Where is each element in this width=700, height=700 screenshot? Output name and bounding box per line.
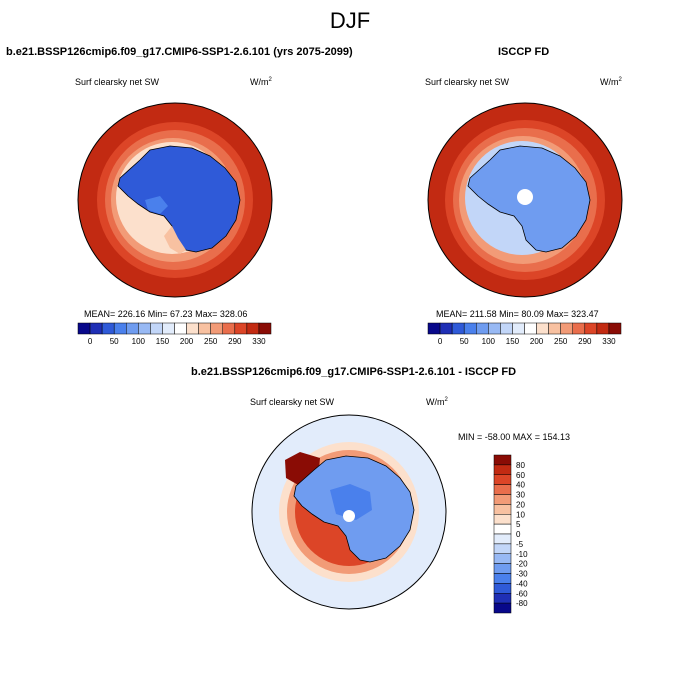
model-colorbar-tick-label: 200 — [180, 337, 194, 346]
diff-colorbar-swatch — [493, 454, 512, 466]
model-colorbar-swatch — [113, 322, 127, 335]
model-colorbar-swatch — [138, 322, 151, 335]
model-colorbar-swatch — [186, 322, 199, 335]
diff-colorbar-tick-label: 20 — [516, 500, 525, 509]
model-colorbar-swatch — [198, 322, 211, 335]
diff-colorbar-tick-label: 80 — [516, 461, 525, 470]
diff-polar-map — [251, 414, 447, 610]
obs-colorbar-tick-label: 200 — [530, 337, 544, 346]
model-colorbar-swatch — [150, 322, 163, 335]
obs-colorbar-tick-label: 290 — [578, 337, 592, 346]
model-colorbar: 0 50 100 150 200 250 290 330 — [77, 322, 272, 346]
model-colorbar-tick-label: 330 — [252, 337, 266, 346]
model-colorbar-swatch — [101, 322, 115, 335]
model-colorbar-swatch — [77, 322, 91, 335]
obs-colorbar-swatch — [572, 322, 586, 335]
diff-colorbar-swatch — [493, 523, 512, 535]
diff-colorbar-tick-label: 30 — [516, 491, 525, 500]
diff-colorbar-tick-label: 10 — [516, 510, 525, 519]
obs-colorbar-swatch — [476, 322, 489, 335]
obs-colorbar-swatch — [463, 322, 477, 335]
obs-colorbar-swatch — [512, 322, 525, 335]
diff-colorbar-swatch — [493, 504, 512, 515]
model-colorbar-swatch — [174, 322, 187, 335]
diff-colorbar-swatch — [493, 573, 512, 584]
diff-colorbar-swatch — [493, 484, 512, 495]
obs-colorbar: 0 50 100 150 200 250 290 330 — [427, 322, 622, 346]
diff-colorbar-swatch — [493, 583, 512, 594]
obs-colorbar-swatch — [560, 322, 573, 335]
obs-colorbar-swatch — [427, 322, 441, 335]
diff-panel-title: b.e21.BSSP126cmip6.f09_g17.CMIP6-SSP1-2.… — [191, 366, 517, 378]
obs-colorbar-tick-label: 330 — [602, 337, 616, 346]
diff-colorbar-tick-label: -30 — [516, 570, 528, 579]
obs-colorbar-swatch — [500, 322, 513, 335]
diff-colorbar-swatch — [493, 593, 512, 604]
diff-colorbar-swatch — [493, 563, 512, 574]
diff-colorbar-tick-label: -10 — [516, 550, 528, 559]
model-colorbar-tick-label: 290 — [228, 337, 242, 346]
obs-panel-title: ISCCP FD — [498, 46, 550, 58]
obs-colorbar-swatch — [548, 322, 561, 335]
obs-colorbar-tick-label: 100 — [482, 337, 496, 346]
diff-colorbar-swatch — [493, 464, 512, 475]
model-stats-label: MEAN= 226.16 Min= 67.23 Max= 328.06 — [84, 309, 248, 319]
diff-colorbar-tick-label: -80 — [516, 599, 528, 608]
model-colorbar-tick-label: 100 — [132, 337, 146, 346]
model-colorbar-swatch — [258, 322, 272, 335]
obs-colorbar-swatch — [596, 322, 610, 335]
diff-colorbar-tick-label: 40 — [516, 481, 525, 490]
obs-colorbar-swatch — [439, 322, 453, 335]
obs-colorbar-tick-label: 50 — [460, 337, 469, 346]
obs-colorbar-swatch — [608, 322, 622, 335]
diff-colorbar-swatch — [493, 602, 512, 614]
diff-stats-label: MIN = -58.00 MAX = 154.13 — [458, 432, 571, 442]
obs-colorbar-swatch — [536, 322, 549, 335]
model-panel-title: b.e21.BSSP126cmip6.f09_g17.CMIP6-SSP1-2.… — [6, 46, 353, 58]
figure-title: DJF — [329, 8, 371, 33]
diff-colorbar-tick-label: -20 — [516, 560, 528, 569]
model-colorbar-tick-label: 250 — [204, 337, 218, 346]
model-polar-map — [77, 102, 273, 298]
model-colorbar-swatch — [234, 322, 248, 335]
diff-colorbar-tick-label: 0 — [516, 530, 521, 539]
diff-colorbar-tick-label: 60 — [516, 471, 525, 480]
obs-colorbar-tick-label: 250 — [554, 337, 568, 346]
model-colorbar-tick-label: 0 — [88, 337, 93, 346]
diff-colorbar-swatch — [493, 553, 512, 564]
obs-colorbar-tick-label: 0 — [438, 337, 443, 346]
obs-unit-label: W/m2 — [600, 77, 622, 87]
obs-variable-label: Surf clearsky net SW — [425, 77, 510, 87]
model-variable-label: Surf clearsky net SW — [75, 77, 160, 87]
model-colorbar-tick-label: 150 — [156, 337, 170, 346]
model-colorbar-tick-label: 50 — [110, 337, 119, 346]
obs-colorbar-tick-label: 150 — [506, 337, 520, 346]
model-colorbar-swatch — [126, 322, 139, 335]
obs-polar-map — [427, 102, 623, 298]
obs-colorbar-swatch — [584, 322, 598, 335]
diff-colorbar-tick-label: -40 — [516, 579, 528, 588]
diff-colorbar-swatch — [493, 514, 512, 525]
model-colorbar-swatch — [162, 322, 175, 335]
obs-colorbar-swatch — [524, 322, 537, 335]
diff-colorbar-tick-label: -5 — [516, 540, 524, 549]
model-colorbar-swatch — [246, 322, 260, 335]
obs-colorbar-swatch — [488, 322, 501, 335]
diff-colorbar-swatch — [493, 533, 512, 545]
diff-colorbar-swatch — [493, 543, 512, 554]
diff-variable-label: Surf clearsky net SW — [250, 397, 335, 407]
obs-stats-label: MEAN= 211.58 Min= 80.09 Max= 323.47 — [436, 309, 599, 319]
diff-colorbar-tick-label: 5 — [516, 520, 521, 529]
model-unit-label: W/m2 — [250, 77, 272, 87]
diff-unit-label: W/m2 — [426, 397, 448, 407]
diff-colorbar-tick-label: -60 — [516, 589, 528, 598]
model-colorbar-swatch — [222, 322, 236, 335]
model-colorbar-swatch — [210, 322, 223, 335]
model-colorbar-swatch — [89, 322, 103, 335]
diff-colorbar-swatch — [493, 494, 512, 505]
obs-colorbar-swatch — [451, 322, 465, 335]
diff-colorbar-swatch — [493, 474, 512, 485]
